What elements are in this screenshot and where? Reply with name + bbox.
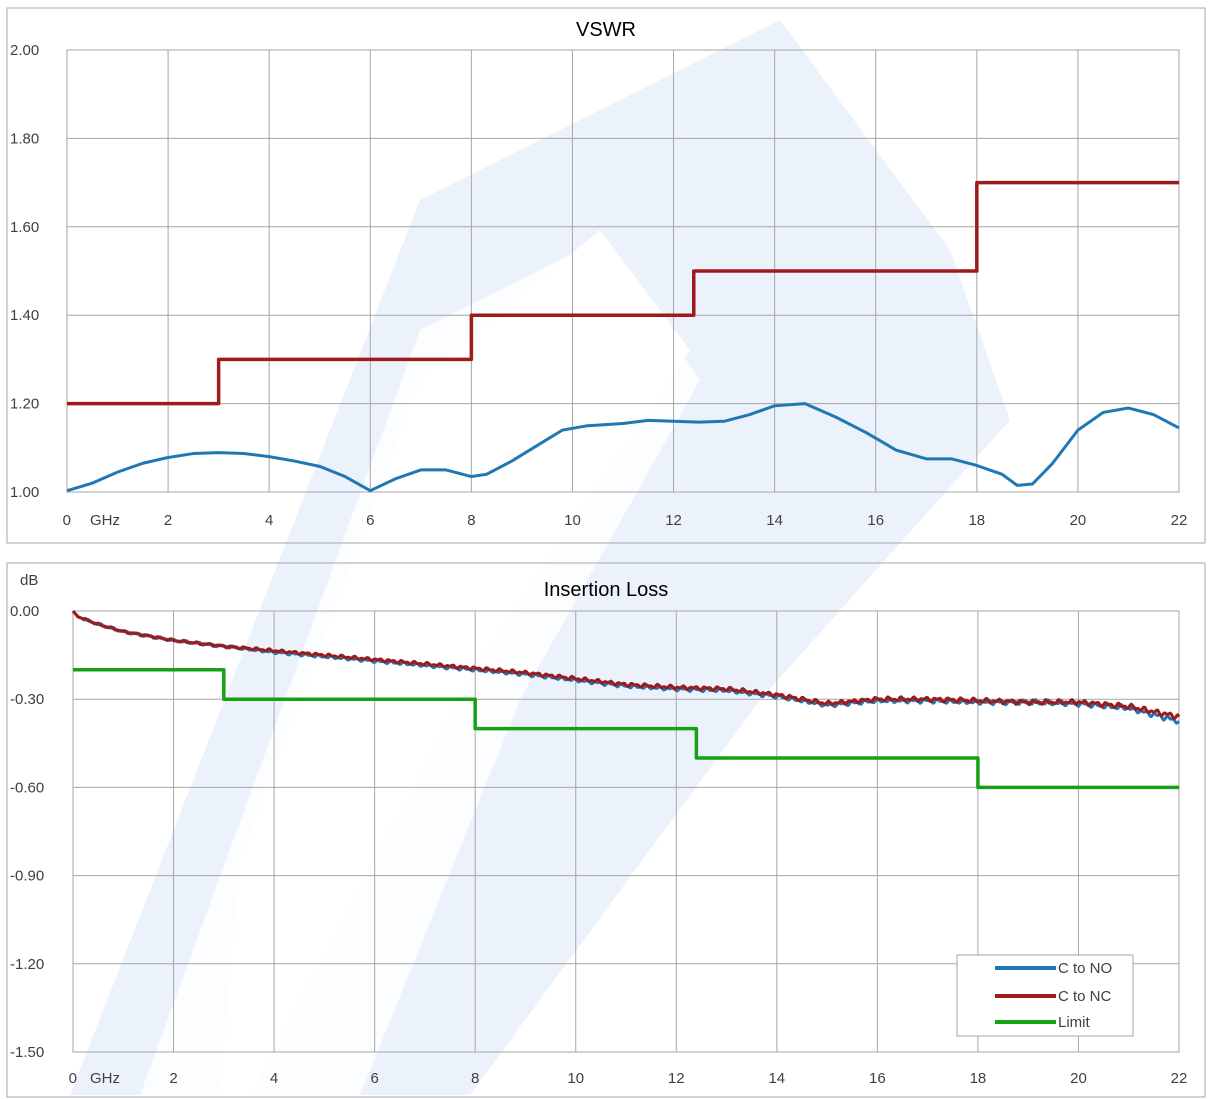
insertion-loss-chart-border [6, 562, 1206, 1098]
insertion-loss-legend: C to NO C to NC Limit [956, 954, 1134, 1037]
insertion-loss-x-tick-label: 10 [567, 1070, 584, 1087]
insertion-loss-x-tick-label: 8 [471, 1070, 479, 1087]
insertion-loss-x-tick-label: 22 [1171, 1070, 1188, 1087]
insertion-loss-x-tick-label: 16 [869, 1070, 886, 1087]
legend-label-c-to-no: C to NO [1058, 960, 1112, 977]
insertion-loss-chart: Insertion Loss dB 0.00 -0.30 -0.60 -0.90 -1.… [6, 562, 1206, 1098]
legend-label-limit: Limit [1058, 1014, 1091, 1031]
vswr-chart-title: VSWR [576, 19, 636, 41]
insertion-loss-x-tick-label: 20 [1070, 1070, 1087, 1087]
insertion-loss-x-unit-label: GHz [90, 1070, 120, 1087]
vswr-x-tick-label: 14 [766, 512, 783, 529]
insertion-loss-y-tick-label: -1.50 [10, 1044, 44, 1061]
insertion-loss-y-tick-labels: 0.00 -0.30 -0.60 -0.90 -1.20 -1.50 [10, 603, 44, 1061]
vswr-x-tick-label: 0 [63, 512, 71, 529]
vswr-y-tick-label: 1.20 [10, 396, 39, 413]
vswr-x-tick-labels: 0 2 4 6 8 10 12 14 16 18 20 22 [63, 512, 1188, 529]
insertion-loss-series [71, 610, 1181, 790]
insertion-loss-chart-title: Insertion Loss [544, 579, 669, 601]
vswr-chart-border [6, 7, 1206, 544]
vswr-series-limit [67, 180, 1179, 406]
vswr-series-c_to_no [66, 402, 1180, 493]
insertion-loss-y-tick-label: -0.60 [10, 779, 44, 796]
insertion-loss-x-tick-label: 4 [270, 1070, 278, 1087]
vswr-series [66, 180, 1180, 493]
insertion-loss-x-tick-label: 0 [69, 1070, 77, 1087]
legend-label-c-to-nc: C to NC [1058, 988, 1112, 1005]
vswr-y-tick-label: 1.80 [10, 130, 39, 147]
insertion-loss-series-c-to-nc [71, 610, 1181, 721]
insertion-loss-series-limit [73, 668, 1179, 790]
vswr-x-tick-label: 6 [366, 512, 374, 529]
insertion-loss-y-tick-label: -0.30 [10, 691, 44, 708]
insertion-loss-x-tick-label: 14 [768, 1070, 785, 1087]
insertion-loss-y-axis-label: dB [20, 572, 38, 589]
vswr-x-tick-label: 20 [1070, 512, 1087, 529]
vswr-y-tick-label: 2.00 [10, 42, 39, 59]
vswr-x-tick-label: 8 [467, 512, 475, 529]
insertion-loss-x-tick-label: 2 [169, 1070, 177, 1087]
vswr-y-tick-label: 1.00 [10, 484, 39, 501]
vswr-x-tick-label: 16 [867, 512, 884, 529]
insertion-loss-x-tick-labels: 0 2 4 6 8 10 12 14 16 18 20 22 [69, 1070, 1188, 1087]
vswr-x-tick-label: 18 [968, 512, 985, 529]
vswr-chart: VSWR 1.00 1.20 1.40 1.60 1.80 2.00 0 2 4 6 8 10 12 1… [6, 7, 1206, 544]
insertion-loss-x-tick-label: 12 [668, 1070, 685, 1087]
vswr-x-unit-label: GHz [90, 512, 120, 529]
vswr-x-tick-label: 10 [564, 512, 581, 529]
vswr-x-tick-label: 12 [665, 512, 682, 529]
insertion-loss-y-tick-label: -1.20 [10, 956, 44, 973]
insertion-loss-x-tick-label: 18 [970, 1070, 987, 1087]
insertion-loss-y-tick-label: 0.00 [10, 603, 39, 620]
vswr-y-tick-label: 1.60 [10, 219, 39, 236]
vswr-x-tick-label: 22 [1171, 512, 1188, 529]
watermark-logo [70, 20, 1010, 1095]
vswr-y-tick-label: 1.40 [10, 307, 39, 324]
vswr-x-tick-label: 4 [265, 512, 273, 529]
insertion-loss-x-tick-label: 6 [370, 1070, 378, 1087]
vswr-x-tick-label: 2 [164, 512, 172, 529]
vswr-y-tick-labels: 1.00 1.20 1.40 1.60 1.80 2.00 [10, 42, 39, 501]
insertion-loss-y-tick-label: -0.90 [10, 868, 44, 885]
